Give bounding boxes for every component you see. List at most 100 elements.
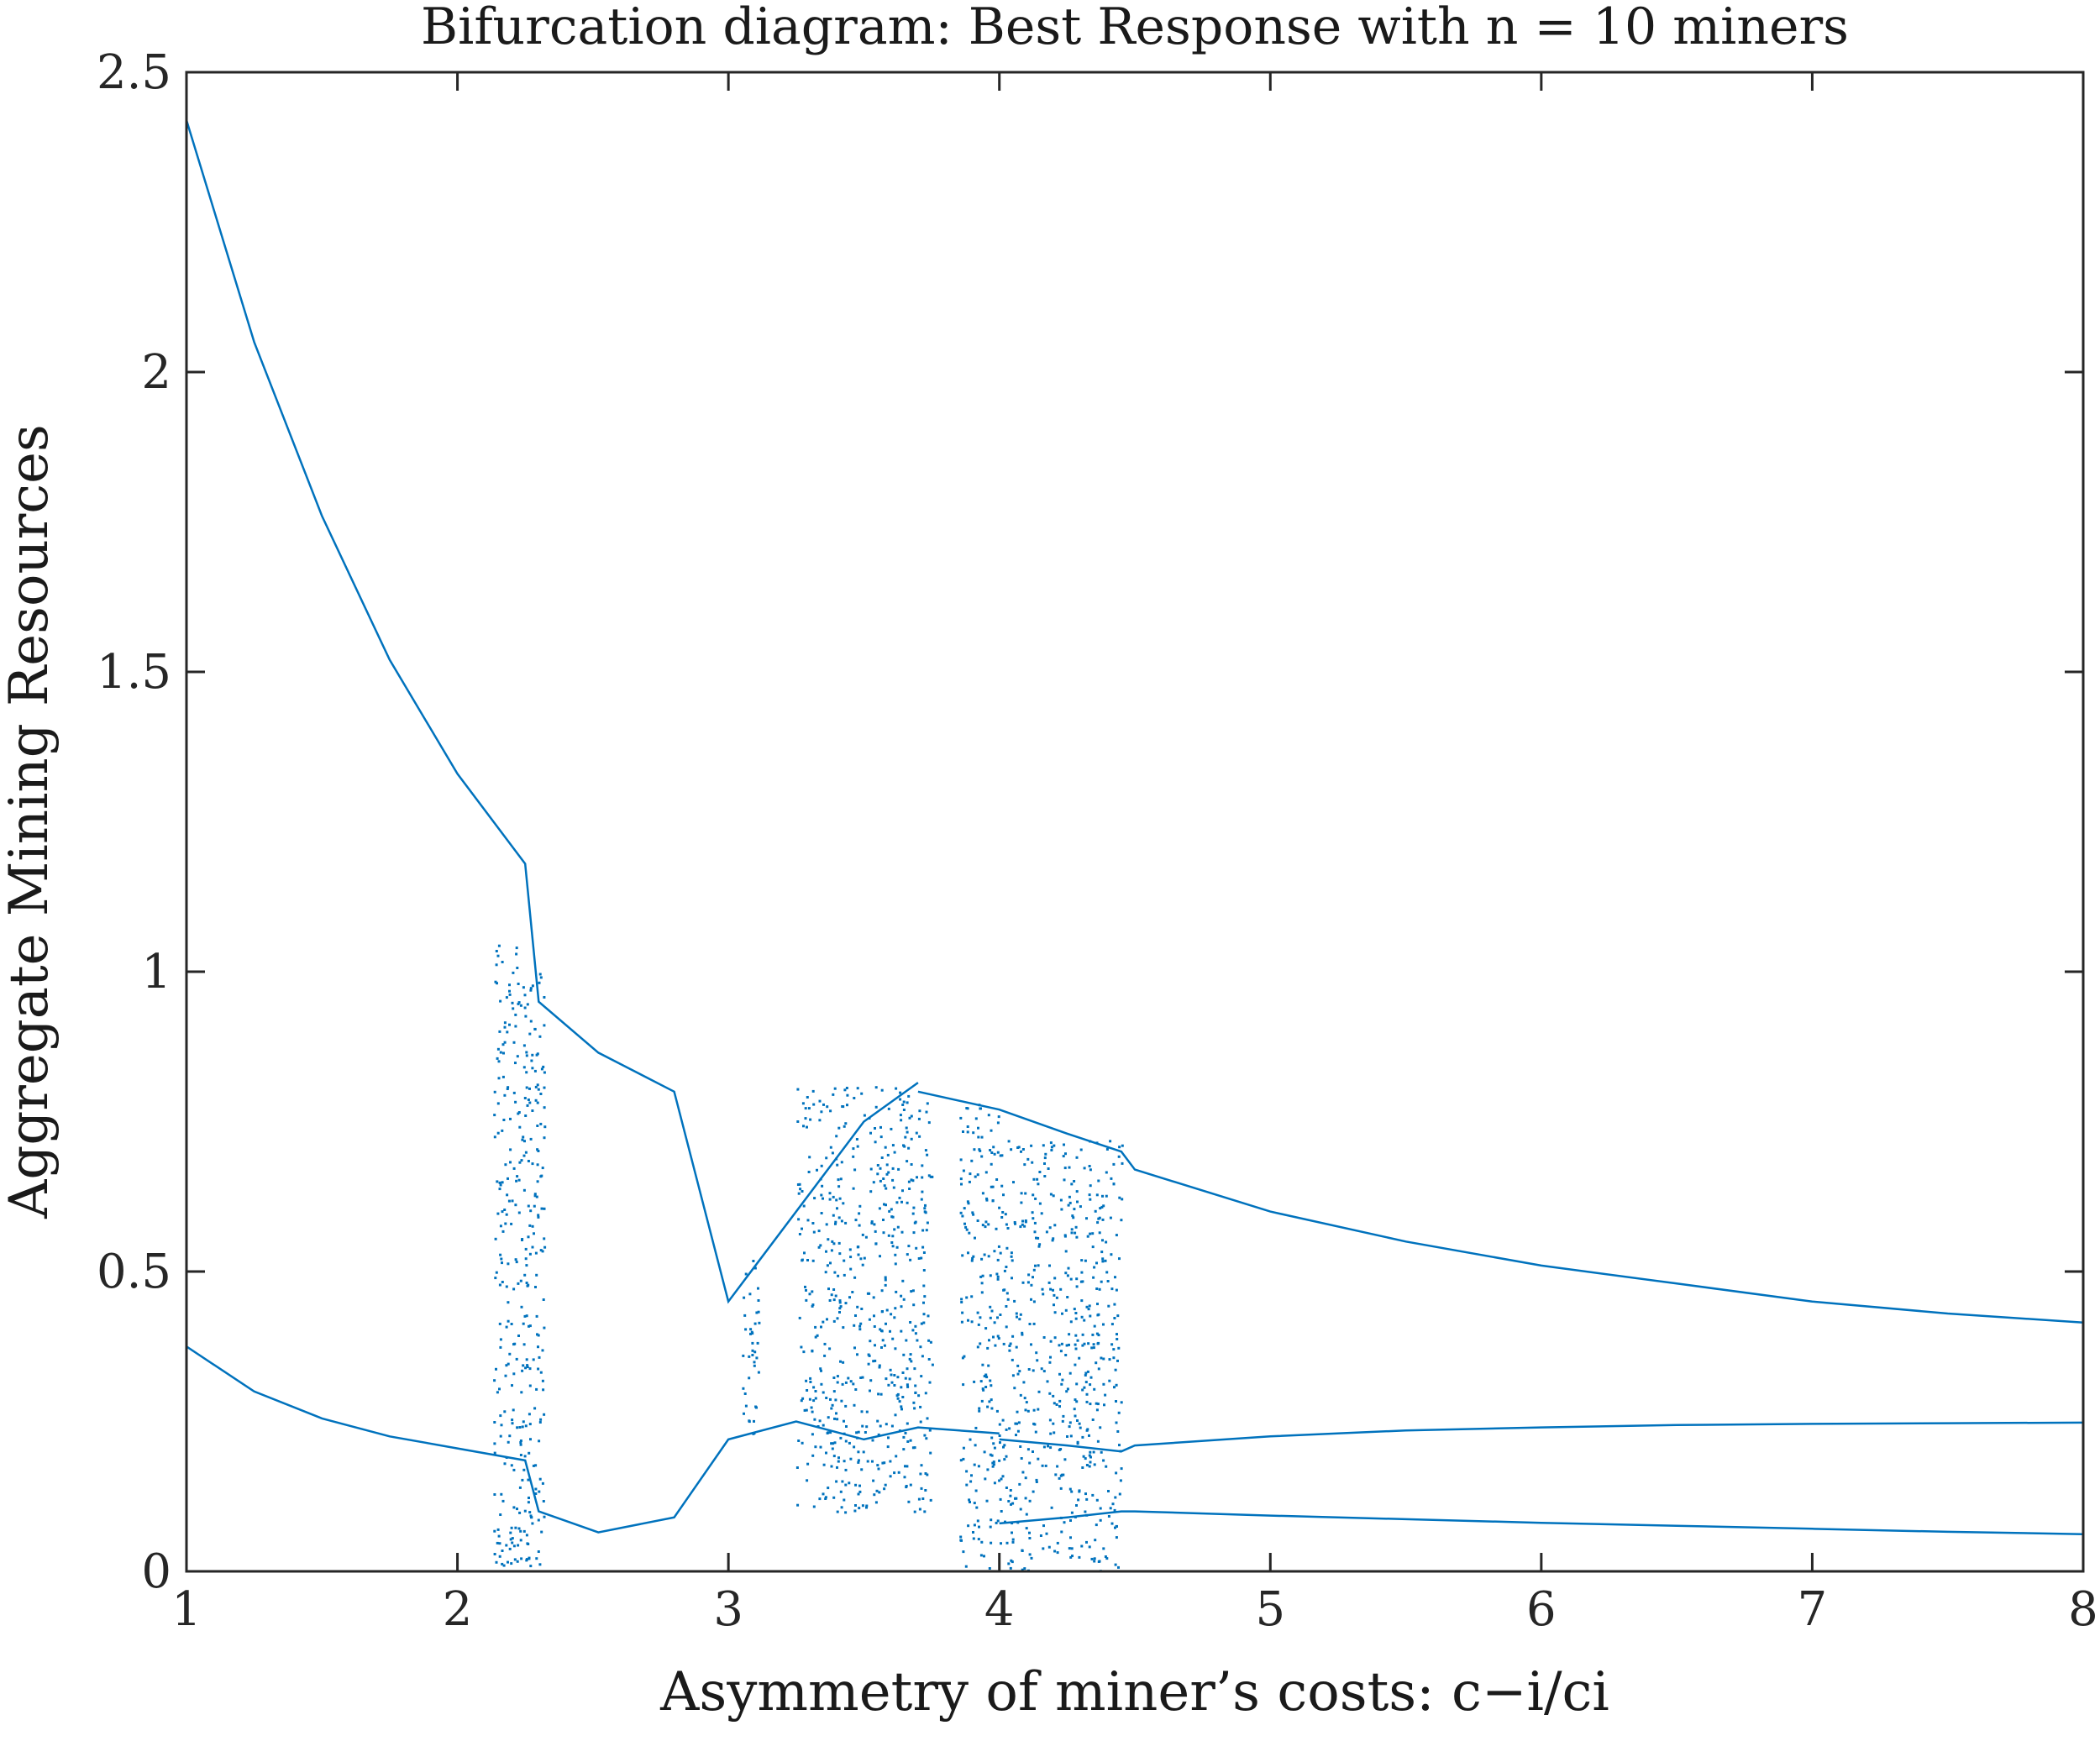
chaotic-point	[517, 1544, 520, 1547]
chaotic-point	[1108, 1379, 1111, 1382]
chaotic-point	[853, 1097, 856, 1099]
chaotic-point	[1005, 1305, 1008, 1308]
chaotic-point	[1107, 1490, 1110, 1492]
chaotic-point	[1011, 1560, 1014, 1564]
chaotic-point	[805, 1288, 807, 1292]
chaotic-point	[1007, 1140, 1011, 1143]
chaotic-point	[872, 1479, 875, 1482]
chaotic-point	[802, 1204, 806, 1208]
chaotic-point	[826, 1264, 829, 1267]
chaotic-point	[1032, 1276, 1034, 1279]
chaotic-point	[1000, 1542, 1002, 1545]
chaotic-point	[1045, 1532, 1048, 1535]
chaotic-point	[1105, 1240, 1108, 1244]
chaotic-point	[493, 1421, 496, 1424]
chaotic-point	[530, 1059, 533, 1062]
chaotic-point	[921, 1176, 924, 1179]
chaotic-point	[500, 1257, 503, 1261]
chaotic-point	[1019, 1445, 1022, 1448]
chaotic-point	[1032, 1268, 1036, 1272]
chaotic-point	[1099, 1426, 1102, 1429]
chaotic-point	[496, 1541, 499, 1544]
chaotic-point	[1048, 1392, 1052, 1395]
chaotic-point	[842, 1202, 845, 1205]
chaotic-point	[1007, 1500, 1011, 1502]
chaotic-point	[1049, 1356, 1052, 1359]
chaotic-point	[501, 961, 504, 963]
chaotic-point	[1090, 1346, 1094, 1350]
chaotic-point	[522, 1364, 525, 1367]
chaotic-point	[751, 1341, 754, 1345]
chaotic-point	[797, 1192, 801, 1195]
chaotic-point	[837, 1456, 840, 1460]
chaotic-point	[1100, 1450, 1103, 1454]
y-tick-label: 1.5	[97, 645, 171, 700]
chaotic-point	[858, 1328, 862, 1331]
chaotic-point	[1032, 1408, 1036, 1412]
chaotic-point	[812, 1399, 816, 1403]
chaotic-point	[501, 1210, 504, 1214]
chaotic-point	[1088, 1165, 1091, 1167]
chaotic-point	[1094, 1209, 1097, 1213]
chaotic-point	[961, 1214, 964, 1218]
chaotic-point	[1105, 1171, 1108, 1174]
chaotic-point	[996, 1151, 1000, 1154]
chaotic-point	[1101, 1257, 1105, 1261]
chaotic-point	[1063, 1178, 1066, 1182]
chaotic-point	[890, 1313, 893, 1316]
chaotic-point	[510, 1526, 513, 1529]
chaotic-point	[837, 1126, 841, 1130]
chaotic-point	[902, 1298, 906, 1301]
chaotic-point	[495, 963, 498, 967]
chaotic-point	[927, 1339, 931, 1342]
chaotic-point	[874, 1127, 876, 1130]
chaotic-point	[965, 1483, 969, 1487]
chaotic-point	[507, 1560, 509, 1564]
chaotic-point	[919, 1405, 922, 1408]
chaotic-point	[974, 1236, 976, 1240]
chaotic-point	[533, 1194, 537, 1198]
chaotic-point	[1070, 1547, 1074, 1550]
chaotic-point	[1097, 1560, 1100, 1563]
chaotic-point	[524, 1247, 528, 1251]
chaotic-point	[1062, 1473, 1065, 1476]
chaotic-point	[1009, 1489, 1012, 1492]
chaotic-point	[495, 1367, 497, 1371]
chaotic-point	[981, 1192, 984, 1195]
chaotic-point	[1033, 1221, 1037, 1224]
chaotic-point	[1016, 1422, 1018, 1425]
chaotic-point	[535, 1557, 538, 1560]
chaotic-point	[1089, 1450, 1092, 1454]
chaotic-point	[846, 1093, 849, 1097]
chaotic-point	[1104, 1259, 1107, 1262]
chaotic-point	[874, 1242, 878, 1245]
chaotic-point	[966, 1200, 969, 1203]
chaotic-point	[998, 1479, 1001, 1482]
chaotic-point	[819, 1244, 822, 1247]
chaotic-point	[811, 1433, 814, 1436]
chaotic-point	[1021, 1471, 1025, 1474]
chaotic-point	[527, 1235, 530, 1239]
chaotic-point	[908, 1188, 911, 1190]
chaotic-point	[499, 999, 502, 1003]
chaotic-point	[822, 1463, 826, 1466]
chaotic-point	[502, 1564, 506, 1567]
chaotic-point	[1024, 1476, 1027, 1480]
plot-area	[186, 119, 2083, 1571]
chaotic-point	[818, 1099, 822, 1103]
chaotic-point	[538, 973, 542, 976]
chaotic-point	[913, 1221, 916, 1224]
chaotic-point	[541, 1250, 544, 1253]
chaotic-point	[807, 1107, 811, 1110]
chaotic-point	[756, 1341, 759, 1345]
chaotic-point	[798, 1316, 801, 1319]
chaotic-point	[975, 1506, 979, 1509]
chaotic-point	[884, 1483, 887, 1487]
chaotic-point	[801, 1259, 804, 1262]
chaotic-point	[998, 1459, 1001, 1462]
x-tick-label: 2	[443, 1582, 473, 1637]
chaotic-point	[913, 1446, 916, 1450]
chaotic-point	[889, 1475, 892, 1478]
chaotic-point	[1043, 1175, 1047, 1177]
chaotic-point	[858, 1324, 862, 1328]
